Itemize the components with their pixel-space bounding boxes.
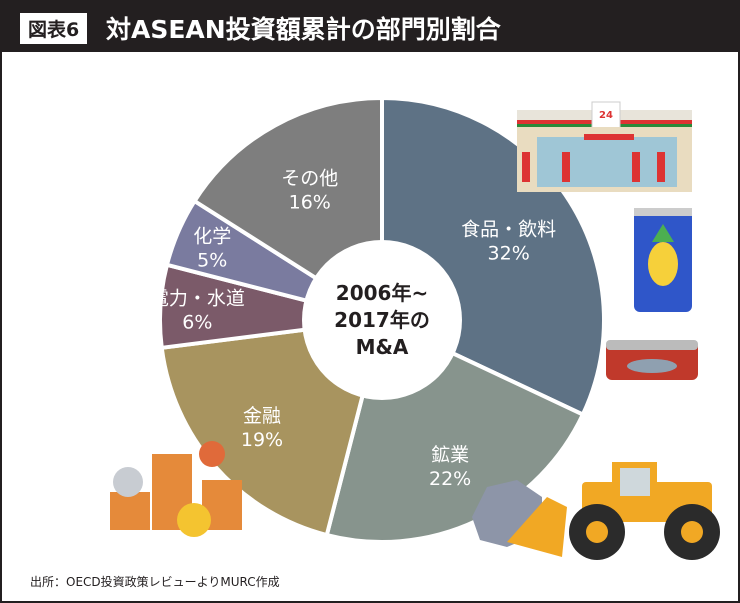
figure-title: 対ASEAN投資額累計の部門別割合 <box>106 15 501 44</box>
sardine-can-icon <box>606 340 698 380</box>
header-bar: 図表6 対ASEAN投資額累計の部門別割合 <box>2 2 738 52</box>
slice-category-label: 金融 <box>243 405 281 427</box>
pineapple-can-icon <box>634 208 692 312</box>
slice-category-label: その他 <box>281 168 338 190</box>
slice-value-label: 22% <box>429 468 471 490</box>
slice-category-label: 食品・飲料 <box>461 219 556 241</box>
center-label-3: M&A <box>356 335 409 359</box>
slice-category-label: 電力・水道 <box>150 287 245 309</box>
source-note: 出所：OECD投資政策レビューよりMURC作成 <box>30 575 280 589</box>
slice-value-label: 32% <box>488 243 530 265</box>
center-hole <box>302 240 462 400</box>
slice-category-label: 鉱業 <box>431 444 469 466</box>
slice-value-label: 6% <box>182 311 212 333</box>
store-icon: 24 <box>517 101 692 192</box>
coins-icon <box>110 441 242 537</box>
store-sign: 24 <box>599 110 613 121</box>
slice-category-label: 化学 <box>193 226 231 248</box>
figure-badge: 図表6 <box>20 13 88 44</box>
bulldozer-icon <box>507 462 720 560</box>
center-label-1: 2006年~ <box>336 281 428 305</box>
slice-value-label: 19% <box>241 429 283 451</box>
slice-value-label: 5% <box>197 250 227 272</box>
slice-value-label: 16% <box>289 192 331 214</box>
center-label-2: 2017年の <box>334 308 430 332</box>
